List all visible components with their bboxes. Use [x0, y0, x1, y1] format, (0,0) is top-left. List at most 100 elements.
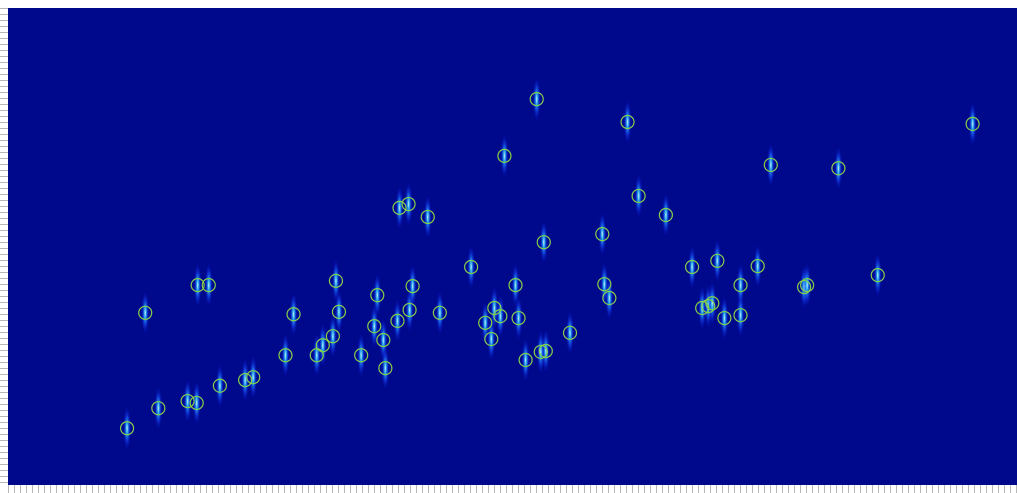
- peak-blob: [605, 276, 614, 321]
- peak-marker: [518, 352, 533, 368]
- peak-marker: [685, 259, 700, 275]
- peak-blob: [541, 328, 550, 373]
- peak-blob: [215, 363, 224, 408]
- peak-marker: [432, 305, 447, 320]
- peak-blob: [467, 245, 476, 290]
- peak-marker: [597, 277, 612, 292]
- peak-blob: [566, 310, 575, 355]
- peak-blob: [408, 264, 417, 309]
- peak-marker: [620, 114, 635, 130]
- peak-blob: [623, 100, 632, 145]
- peak-blob: [539, 220, 548, 265]
- peak-marker: [965, 116, 980, 132]
- peak-blob: [713, 238, 722, 283]
- x-ruler: [8, 485, 1017, 493]
- peak-blob: [753, 244, 762, 289]
- peak-blob: [249, 355, 258, 400]
- peak-marker: [354, 348, 369, 363]
- peak-marker: [831, 161, 846, 176]
- peak-blob: [123, 406, 132, 451]
- peak-marker: [658, 207, 673, 223]
- peak-marker: [595, 226, 610, 242]
- peak-blob: [766, 142, 775, 187]
- peak-marker: [278, 348, 293, 363]
- peak-blob: [357, 333, 366, 378]
- peak-blob: [736, 293, 745, 338]
- peak-blob: [598, 212, 607, 257]
- peak-blob: [289, 292, 298, 337]
- peak-blob: [521, 338, 530, 383]
- peak-marker: [710, 253, 725, 268]
- peak-marker: [325, 329, 340, 344]
- peak-marker: [392, 200, 407, 215]
- peak-marker: [286, 307, 301, 322]
- peak-blob: [312, 333, 321, 378]
- peak-marker: [401, 196, 416, 212]
- peak-blob: [334, 289, 343, 334]
- peak-marker: [511, 310, 526, 326]
- peak-blob: [708, 281, 717, 326]
- peak-blob: [318, 323, 327, 368]
- peak-blob: [395, 185, 404, 230]
- peak-blob: [873, 253, 882, 298]
- peak-marker: [328, 273, 344, 288]
- peak-marker: [390, 313, 405, 329]
- peak-marker: [484, 331, 499, 347]
- peak-marker: [119, 421, 135, 436]
- peak-marker: [733, 308, 748, 323]
- peak-marker: [370, 288, 385, 303]
- peak-marker: [315, 338, 330, 353]
- peak-blob: [803, 263, 812, 308]
- peak-marker: [478, 315, 493, 330]
- peak-marker: [246, 370, 261, 385]
- peak-blob: [192, 380, 201, 425]
- peak-blob: [193, 263, 202, 308]
- peak-blob: [328, 314, 337, 359]
- peak-marker: [562, 325, 578, 340]
- peak-blob: [834, 146, 843, 191]
- peak-blob: [500, 133, 509, 178]
- peak-marker: [138, 305, 153, 320]
- peak-blob: [373, 273, 382, 318]
- peak-blob: [634, 173, 643, 218]
- peak-blob: [435, 290, 444, 335]
- y-ruler: [0, 8, 8, 485]
- peak-marker: [493, 309, 508, 324]
- peak-marker: [367, 319, 382, 334]
- peak-blob: [661, 193, 670, 238]
- peak-marker: [212, 378, 227, 393]
- peak-marker: [189, 395, 204, 411]
- peak-blob: [183, 379, 192, 424]
- peak-blob: [241, 358, 250, 403]
- peak-blob: [423, 194, 432, 239]
- peak-marker: [420, 209, 435, 225]
- peak-marker: [797, 279, 812, 295]
- peak-marker: [717, 310, 732, 326]
- peak-blob: [204, 263, 213, 308]
- peak-marker: [529, 92, 544, 107]
- peak-marker: [533, 344, 548, 360]
- peak-blob: [404, 182, 413, 227]
- peak-blob: [381, 346, 390, 391]
- peak-marker: [238, 372, 253, 388]
- peak-blob: [511, 263, 520, 308]
- peak-marker: [464, 259, 479, 275]
- peak-marker: [602, 290, 617, 306]
- peak-blob: [514, 296, 523, 341]
- peak-blob: [720, 296, 729, 341]
- peak-blob: [141, 290, 150, 335]
- plot-area: [8, 8, 1017, 485]
- peak-marker: [402, 302, 417, 318]
- peak-blob: [532, 77, 541, 122]
- peak-marker: [733, 278, 748, 293]
- peak-marker: [376, 332, 391, 348]
- peak-blob: [154, 386, 163, 431]
- peak-marker: [705, 296, 720, 311]
- peak-marker: [870, 268, 885, 283]
- peak-marker: [538, 343, 553, 359]
- peak-marker: [631, 188, 646, 204]
- peak-marker: [405, 278, 420, 294]
- peak-marker: [201, 278, 216, 293]
- peak-marker: [378, 361, 393, 376]
